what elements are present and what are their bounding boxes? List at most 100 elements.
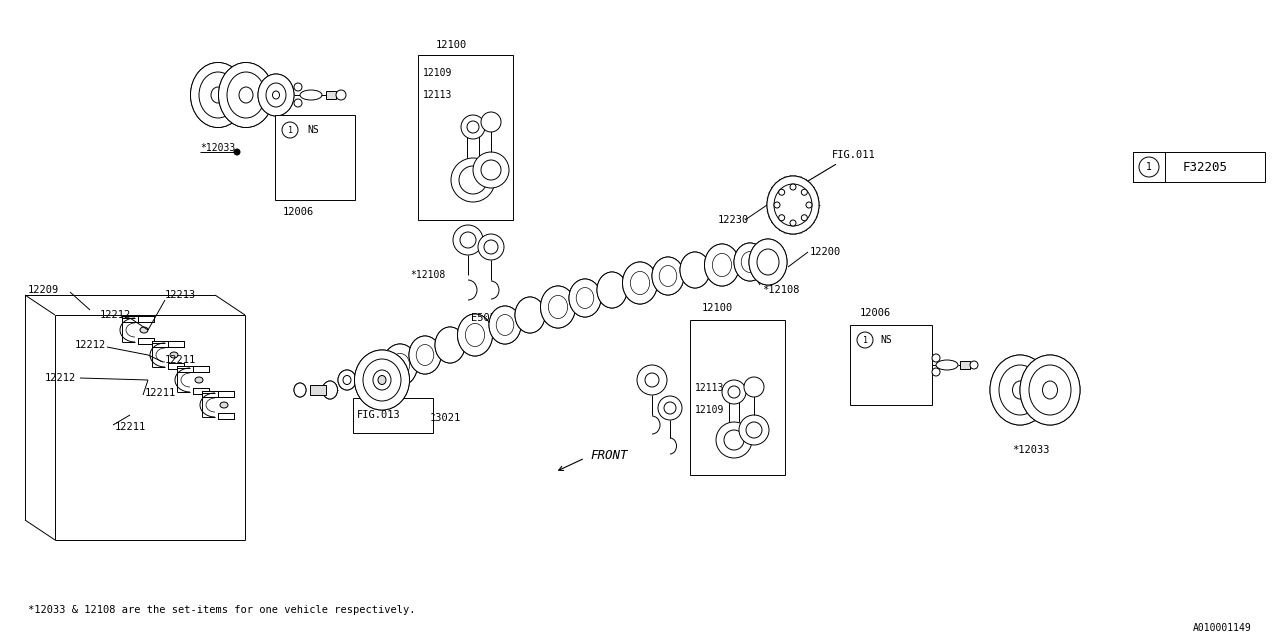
Bar — [202, 391, 218, 397]
Ellipse shape — [364, 359, 401, 401]
Ellipse shape — [1012, 381, 1028, 399]
Ellipse shape — [219, 63, 274, 127]
Text: FIG.011: FIG.011 — [832, 150, 876, 160]
Circle shape — [806, 202, 812, 208]
Ellipse shape — [273, 91, 279, 99]
Ellipse shape — [410, 336, 442, 374]
Ellipse shape — [680, 252, 710, 288]
Text: NS: NS — [307, 125, 319, 135]
Ellipse shape — [140, 327, 148, 333]
Ellipse shape — [195, 377, 204, 383]
Ellipse shape — [191, 63, 246, 127]
Ellipse shape — [704, 244, 740, 286]
Circle shape — [474, 152, 509, 188]
Text: *12033 & 12108 are the set-items for one vehicle respectively.: *12033 & 12108 are the set-items for one… — [28, 605, 416, 615]
Circle shape — [858, 332, 873, 348]
Ellipse shape — [767, 176, 819, 234]
Text: 12211: 12211 — [165, 355, 196, 365]
Ellipse shape — [489, 306, 521, 344]
Circle shape — [467, 121, 479, 133]
Ellipse shape — [659, 266, 677, 287]
Text: 12113: 12113 — [695, 383, 724, 393]
Ellipse shape — [570, 279, 602, 317]
Ellipse shape — [680, 252, 710, 288]
Ellipse shape — [596, 272, 627, 308]
Circle shape — [658, 396, 682, 420]
Bar — [218, 391, 234, 397]
Bar — [193, 366, 209, 372]
Text: *12033: *12033 — [1012, 445, 1050, 455]
Circle shape — [932, 354, 940, 362]
Text: 12213: 12213 — [165, 290, 196, 300]
Bar — [193, 388, 209, 394]
Circle shape — [739, 415, 769, 445]
Circle shape — [932, 368, 940, 376]
Bar — [177, 366, 193, 372]
Ellipse shape — [355, 350, 410, 410]
Ellipse shape — [540, 286, 576, 328]
Circle shape — [282, 122, 298, 138]
Circle shape — [477, 234, 504, 260]
Circle shape — [294, 99, 302, 107]
Circle shape — [778, 215, 785, 221]
Bar — [850, 325, 932, 405]
Circle shape — [746, 422, 762, 438]
Circle shape — [637, 365, 667, 395]
Ellipse shape — [338, 370, 356, 390]
Bar — [310, 385, 326, 395]
Text: 12209: 12209 — [28, 285, 59, 295]
Text: 12212: 12212 — [45, 373, 77, 383]
Ellipse shape — [259, 74, 294, 116]
Bar — [218, 391, 234, 397]
Ellipse shape — [294, 383, 306, 397]
Ellipse shape — [343, 376, 351, 385]
Ellipse shape — [378, 376, 387, 385]
Text: A010001149: A010001149 — [1193, 623, 1252, 633]
Ellipse shape — [1020, 355, 1080, 425]
Text: *12033: *12033 — [200, 143, 236, 153]
Bar — [1133, 152, 1265, 182]
Ellipse shape — [323, 381, 338, 399]
Bar — [138, 338, 154, 344]
Circle shape — [790, 184, 796, 190]
Bar — [275, 115, 355, 200]
Ellipse shape — [936, 360, 957, 370]
Ellipse shape — [749, 239, 787, 285]
Circle shape — [664, 402, 676, 414]
Ellipse shape — [323, 381, 338, 399]
Ellipse shape — [704, 244, 740, 286]
Ellipse shape — [548, 296, 567, 319]
Ellipse shape — [733, 243, 765, 281]
Bar — [960, 361, 970, 369]
Ellipse shape — [998, 365, 1041, 415]
Text: 12006: 12006 — [283, 207, 315, 217]
Bar — [690, 320, 785, 475]
Ellipse shape — [170, 352, 178, 358]
Bar — [193, 388, 209, 394]
Ellipse shape — [622, 262, 658, 304]
Ellipse shape — [227, 72, 265, 118]
Circle shape — [451, 158, 495, 202]
Ellipse shape — [1020, 355, 1080, 425]
Text: 13021: 13021 — [430, 413, 461, 423]
Ellipse shape — [266, 83, 285, 107]
Ellipse shape — [515, 297, 545, 333]
Bar — [168, 363, 184, 369]
Ellipse shape — [733, 243, 765, 281]
Bar — [152, 341, 168, 347]
Circle shape — [778, 189, 785, 195]
Ellipse shape — [294, 383, 306, 397]
Circle shape — [529, 315, 535, 321]
Ellipse shape — [239, 87, 253, 103]
Ellipse shape — [191, 63, 246, 127]
Text: 12200: 12200 — [810, 247, 841, 257]
Circle shape — [481, 112, 500, 132]
Circle shape — [744, 377, 764, 397]
Circle shape — [234, 149, 241, 155]
Circle shape — [294, 83, 302, 91]
Ellipse shape — [570, 279, 602, 317]
Circle shape — [801, 189, 808, 195]
Bar — [138, 338, 154, 344]
Text: 1: 1 — [1146, 162, 1152, 172]
Bar — [168, 341, 184, 347]
